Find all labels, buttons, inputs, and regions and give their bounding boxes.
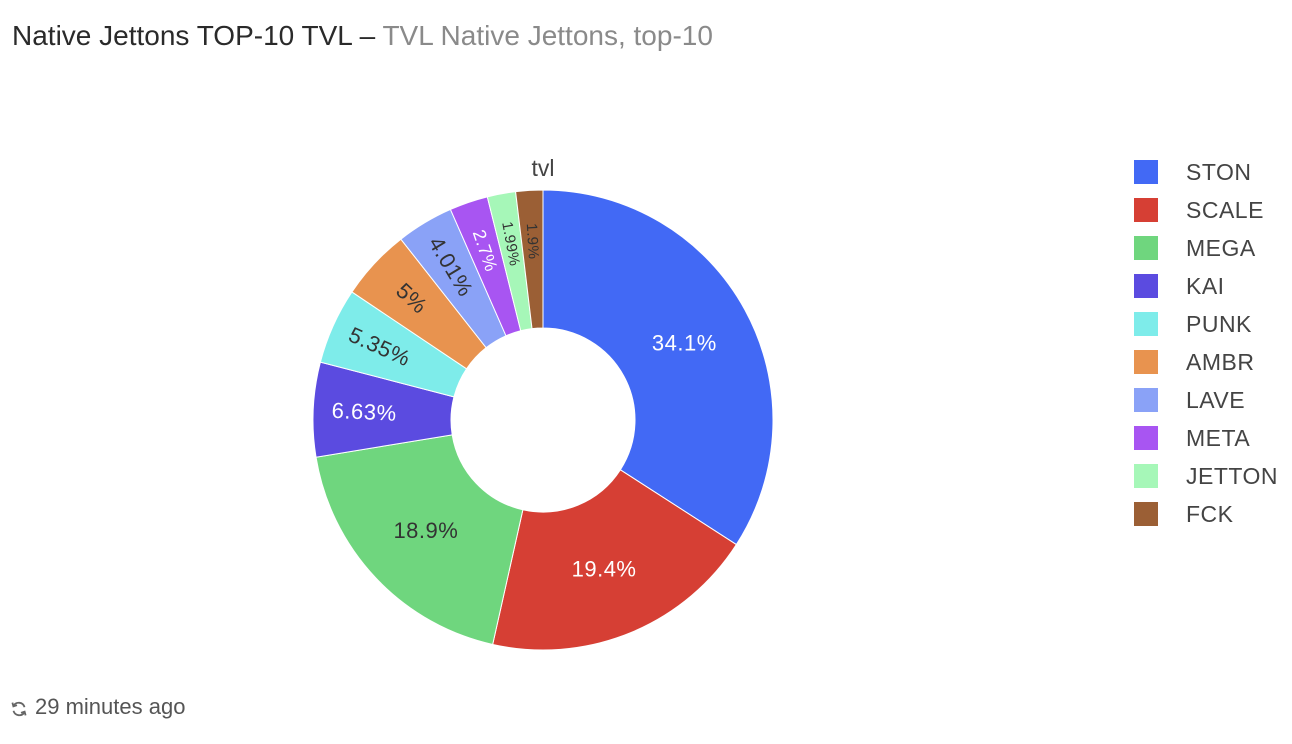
slice-label-ston: 34.1% [652, 330, 717, 355]
legend-label: KAI [1186, 272, 1225, 299]
footer: 29 minutes ago [10, 694, 185, 720]
legend-label: META [1186, 424, 1251, 451]
legend-swatch [1134, 502, 1158, 526]
last-updated: 29 minutes ago [35, 694, 186, 719]
chart-subtitle: TVL Native Jettons, top-10 [382, 20, 713, 51]
chart-title: Native Jettons TOP-10 TVL [12, 20, 352, 51]
legend-swatch [1134, 426, 1158, 450]
title-separator: – [359, 20, 376, 51]
legend-swatch [1134, 236, 1158, 260]
slice-label-mega: 18.9% [393, 518, 458, 543]
legend-label: FCK [1186, 500, 1234, 527]
slice-label-fck: 1.9% [523, 223, 542, 260]
legend-label: LAVE [1186, 386, 1246, 413]
legend-item-ambr[interactable]: AMBR [1134, 343, 1278, 381]
legend-item-ston[interactable]: STON [1134, 153, 1278, 191]
legend-item-fck[interactable]: FCK [1134, 495, 1278, 533]
legend-label: MEGA [1186, 234, 1256, 261]
legend-label: AMBR [1186, 348, 1255, 375]
chart-header: Native Jettons TOP-10 TVL – TVL Native J… [12, 18, 713, 54]
slice-label-scale: 19.4% [572, 556, 637, 581]
legend: STON SCALE MEGA KAI PUNK AMBR LAVE META JETTON FC… [1134, 153, 1278, 533]
legend-item-kai[interactable]: KAI [1134, 267, 1278, 305]
slice-ston[interactable] [542, 189, 774, 546]
slice-mega[interactable] [315, 434, 524, 646]
slice-fck[interactable] [515, 189, 544, 330]
legend-label: SCALE [1186, 196, 1264, 223]
legend-item-lave[interactable]: LAVE [1134, 381, 1278, 419]
pie-title: tvl [532, 155, 555, 181]
legend-swatch [1134, 350, 1158, 374]
legend-swatch [1134, 274, 1158, 298]
legend-item-mega[interactable]: MEGA [1134, 229, 1278, 267]
pie-slices [312, 189, 774, 651]
legend-swatch [1134, 464, 1158, 488]
legend-label: STON [1186, 158, 1252, 185]
legend-item-punk[interactable]: PUNK [1134, 305, 1278, 343]
legend-swatch [1134, 160, 1158, 184]
legend-item-meta[interactable]: META [1134, 419, 1278, 457]
legend-label: PUNK [1186, 310, 1252, 337]
legend-swatch [1134, 388, 1158, 412]
slice-label-kai: 6.63% [331, 398, 397, 426]
legend-label: JETTON [1186, 462, 1279, 489]
legend-item-scale[interactable]: SCALE [1134, 191, 1278, 229]
legend-swatch [1134, 312, 1158, 336]
slice-scale[interactable] [492, 469, 738, 651]
refresh-icon[interactable] [10, 698, 28, 717]
legend-swatch [1134, 198, 1158, 222]
donut-chart: tvl 34.1%19.4%18.9%6.63%5.35%5%4.01%2.7%… [312, 155, 774, 651]
legend-item-jetton[interactable]: JETTON [1134, 457, 1278, 495]
